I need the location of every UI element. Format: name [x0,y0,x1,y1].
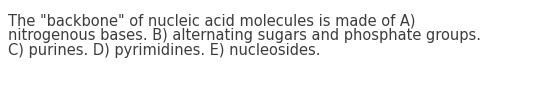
Text: nitrogenous bases. B) alternating sugars and phosphate groups.: nitrogenous bases. B) alternating sugars… [8,28,481,43]
Text: C) purines. D) pyrimidines. E) nucleosides.: C) purines. D) pyrimidines. E) nucleosid… [8,43,320,58]
Text: The "backbone" of nucleic acid molecules is made of A): The "backbone" of nucleic acid molecules… [8,14,416,29]
